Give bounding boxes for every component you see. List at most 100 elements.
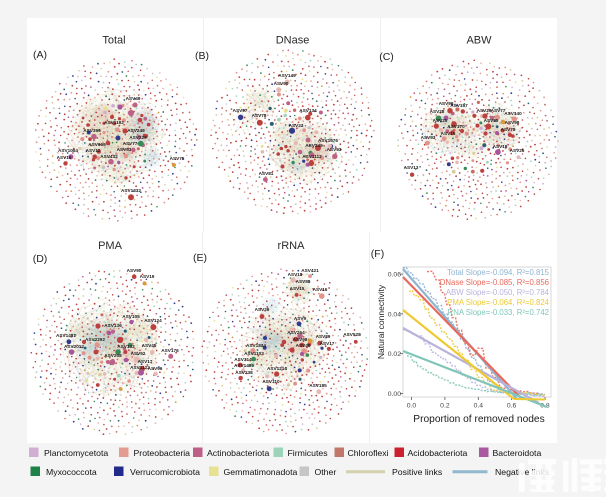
- svg-text:(E): (E): [193, 252, 207, 264]
- svg-text:ASV105: ASV105: [122, 314, 140, 319]
- svg-text:0.0: 0.0: [407, 403, 417, 410]
- svg-text:ASV421: ASV421: [301, 268, 319, 273]
- svg-text:ASV1485: ASV1485: [234, 363, 254, 368]
- svg-text:0.02: 0.02: [388, 351, 401, 358]
- svg-text:0.4: 0.4: [474, 403, 484, 410]
- svg-text:0.04: 0.04: [388, 311, 401, 318]
- svg-text:ASV98: ASV98: [293, 337, 308, 342]
- svg-text:Positive links: Positive links: [392, 467, 443, 477]
- svg-text:DNase: DNase: [276, 35, 310, 47]
- svg-text:ASV13: ASV13: [404, 165, 419, 170]
- svg-text:ASV432: ASV432: [100, 154, 118, 159]
- svg-text:ASV185: ASV185: [309, 383, 327, 388]
- svg-text:ASV2292: ASV2292: [85, 337, 105, 342]
- svg-text:ASV140: ASV140: [504, 111, 522, 116]
- svg-text:ASV1192: ASV1192: [104, 120, 124, 125]
- svg-text:RNA Slope=-0.033, R²=0.742: RNA Slope=-0.033, R²=0.742: [448, 308, 549, 317]
- svg-text:ASV16: ASV16: [57, 155, 72, 160]
- svg-text:(F): (F): [371, 248, 384, 260]
- svg-text:ABW Slope=-0.050, R²=0.784: ABW Slope=-0.050, R²=0.784: [446, 288, 550, 297]
- svg-text:PMA: PMA: [98, 240, 123, 252]
- svg-text:ASV46: ASV46: [296, 343, 311, 348]
- svg-text:ASV249: ASV249: [127, 128, 145, 133]
- svg-text:ASV136: ASV136: [104, 323, 122, 328]
- svg-text:ASV49: ASV49: [126, 96, 141, 101]
- svg-text:0.06: 0.06: [388, 272, 401, 279]
- svg-text:ASV16: ASV16: [313, 287, 328, 292]
- svg-text:ASV17: ASV17: [320, 341, 335, 346]
- svg-text:ASV149: ASV149: [278, 73, 296, 78]
- svg-text:ASV93: ASV93: [327, 147, 342, 152]
- svg-text:rRNA: rRNA: [278, 240, 306, 252]
- svg-text:ASV81: ASV81: [259, 171, 274, 176]
- svg-text:Proportion of removed nodes: Proportion of removed nodes: [413, 414, 544, 425]
- svg-text:ASV390: ASV390: [83, 128, 101, 133]
- svg-text:ABW: ABW: [466, 35, 492, 47]
- svg-text:ASV314: ASV314: [234, 357, 252, 362]
- svg-text:ASV85: ASV85: [484, 118, 499, 123]
- svg-text:ASV25: ASV25: [433, 118, 448, 123]
- svg-text:(D): (D): [33, 253, 48, 265]
- svg-text:ASV93: ASV93: [421, 135, 436, 140]
- svg-text:ASV1112: ASV1112: [302, 154, 322, 159]
- svg-text:ASV88: ASV88: [296, 279, 311, 284]
- svg-text:Total: Total: [102, 35, 125, 47]
- svg-text:ASV19: ASV19: [493, 144, 508, 149]
- svg-text:ASV238: ASV238: [235, 370, 253, 375]
- svg-text:ASV77: ASV77: [123, 141, 138, 146]
- svg-text:ASV170: ASV170: [447, 124, 465, 129]
- svg-text:ASV9: ASV9: [294, 316, 307, 321]
- svg-text:ASV15: ASV15: [441, 131, 456, 136]
- svg-text:ASV15: ASV15: [290, 286, 305, 291]
- svg-text:Natural connectivity: Natural connectivity: [376, 284, 386, 359]
- svg-text:Total Slope=-0.094, R²=0.815: Total Slope=-0.094, R²=0.815: [447, 268, 550, 277]
- svg-text:Planctomycetota: Planctomycetota: [44, 448, 108, 458]
- svg-text:ASV90: ASV90: [127, 268, 142, 273]
- svg-text:ASV97: ASV97: [233, 108, 248, 113]
- svg-text:ASV1103: ASV1103: [244, 351, 264, 356]
- svg-text:Myxococcota: Myxococcota: [46, 467, 97, 477]
- svg-text:ASV89: ASV89: [316, 334, 331, 339]
- svg-text:Firmicutes: Firmicutes: [288, 448, 329, 458]
- svg-text:Chloroflexi: Chloroflexi: [348, 448, 389, 458]
- svg-text:0.00: 0.00: [388, 391, 401, 398]
- svg-text:DNase Slope=-0.085, R²=0.856: DNase Slope=-0.085, R²=0.856: [440, 278, 549, 287]
- svg-text:ASV1214: ASV1214: [267, 366, 287, 371]
- svg-text:Verrucomicrobiota: Verrucomicrobiota: [130, 467, 200, 477]
- svg-text:ASV75: ASV75: [170, 156, 185, 161]
- svg-text:Gemmatimonadota: Gemmatimonadota: [224, 467, 298, 477]
- svg-text:(B): (B): [195, 50, 209, 62]
- svg-text:Proteobacteria: Proteobacteria: [134, 448, 191, 458]
- svg-text:ASV90: ASV90: [274, 81, 289, 86]
- svg-text:ASV229: ASV229: [129, 135, 147, 140]
- svg-text:0.2: 0.2: [440, 403, 450, 410]
- svg-text:Actinobacteriota: Actinobacteriota: [207, 448, 269, 458]
- svg-text:ASV176: ASV176: [161, 348, 179, 353]
- svg-text:ASV45: ASV45: [142, 343, 157, 348]
- svg-text:ASV17: ASV17: [138, 359, 153, 364]
- svg-text:ASV264: ASV264: [287, 330, 305, 335]
- svg-text:ASV1481: ASV1481: [56, 333, 76, 338]
- svg-text:ASV1332: ASV1332: [121, 188, 141, 193]
- svg-text:ASV98: ASV98: [505, 120, 520, 125]
- svg-text:ASV1004: ASV1004: [58, 148, 78, 153]
- svg-text:ASV63: ASV63: [117, 147, 132, 152]
- svg-text:ASV78: ASV78: [501, 127, 516, 132]
- svg-text:ASV23: ASV23: [289, 123, 304, 128]
- svg-text:ASV26: ASV26: [510, 148, 525, 153]
- svg-text:(A): (A): [33, 49, 47, 61]
- svg-text:(C): (C): [379, 51, 394, 63]
- svg-text:ASV29: ASV29: [477, 108, 492, 113]
- svg-text:ASV78: ASV78: [252, 113, 267, 118]
- svg-text:Acidobacteriota: Acidobacteriota: [408, 448, 468, 458]
- svg-text:ASV26: ASV26: [255, 307, 270, 312]
- svg-text:0.6: 0.6: [507, 403, 517, 410]
- svg-text:Bacteroidota: Bacteroidota: [493, 448, 542, 458]
- svg-text:PMA Slope=-0.064, R²=0.824: PMA Slope=-0.064, R²=0.824: [447, 298, 550, 307]
- svg-text:Other: Other: [315, 467, 337, 477]
- svg-text:ASV669: ASV669: [88, 142, 106, 147]
- svg-text:ASV19: ASV19: [140, 274, 155, 279]
- svg-text:ASV134: ASV134: [299, 108, 317, 113]
- svg-text:ASV124: ASV124: [144, 318, 162, 323]
- svg-text:ASV1834: ASV1834: [246, 343, 266, 348]
